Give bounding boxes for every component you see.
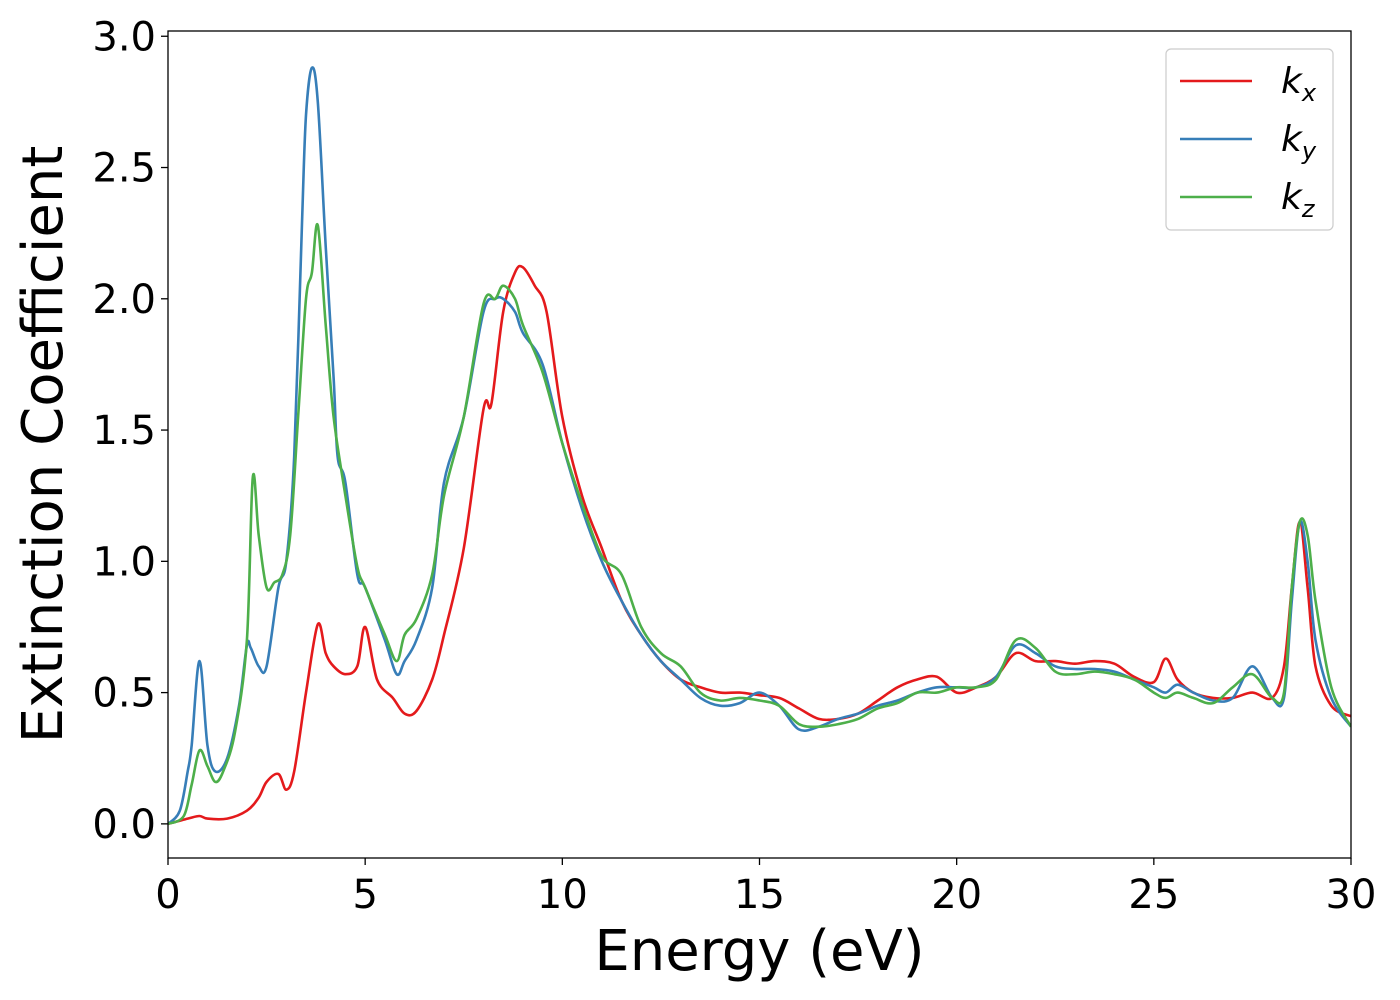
series-lines <box>168 66 1351 826</box>
x-tick-label: 30 <box>1326 872 1377 918</box>
x-tick-label: 15 <box>734 872 785 918</box>
axis-ticks: 0 5 10 15 20 25 30 0.0 0.5 1.0 1.5 2.0 2.5 3.0 <box>92 14 1376 918</box>
y-tick-label: 0.5 <box>92 671 156 717</box>
y-tick-label: 2.0 <box>92 277 156 323</box>
x-tick-label: 20 <box>931 872 982 918</box>
y-axis-label: Extinction Coefficient <box>11 146 76 744</box>
x-tick-label: 0 <box>155 872 180 918</box>
x-axis-label: Energy (eV) <box>594 919 924 984</box>
x-tick-label: 5 <box>352 872 377 918</box>
y-tick-label: 1.0 <box>92 539 156 585</box>
y-tick-label: 2.5 <box>92 146 156 192</box>
plot-area-frame <box>167 30 1352 859</box>
x-tick-label: 10 <box>537 872 588 918</box>
y-tick-label: 3.0 <box>92 14 156 60</box>
series-line-kz <box>168 222 1351 826</box>
y-tick-label: 0.0 <box>92 802 156 848</box>
series-line-kx <box>168 264 1351 826</box>
y-tick-label: 1.5 <box>92 408 156 454</box>
x-tick-label: 25 <box>1128 872 1179 918</box>
